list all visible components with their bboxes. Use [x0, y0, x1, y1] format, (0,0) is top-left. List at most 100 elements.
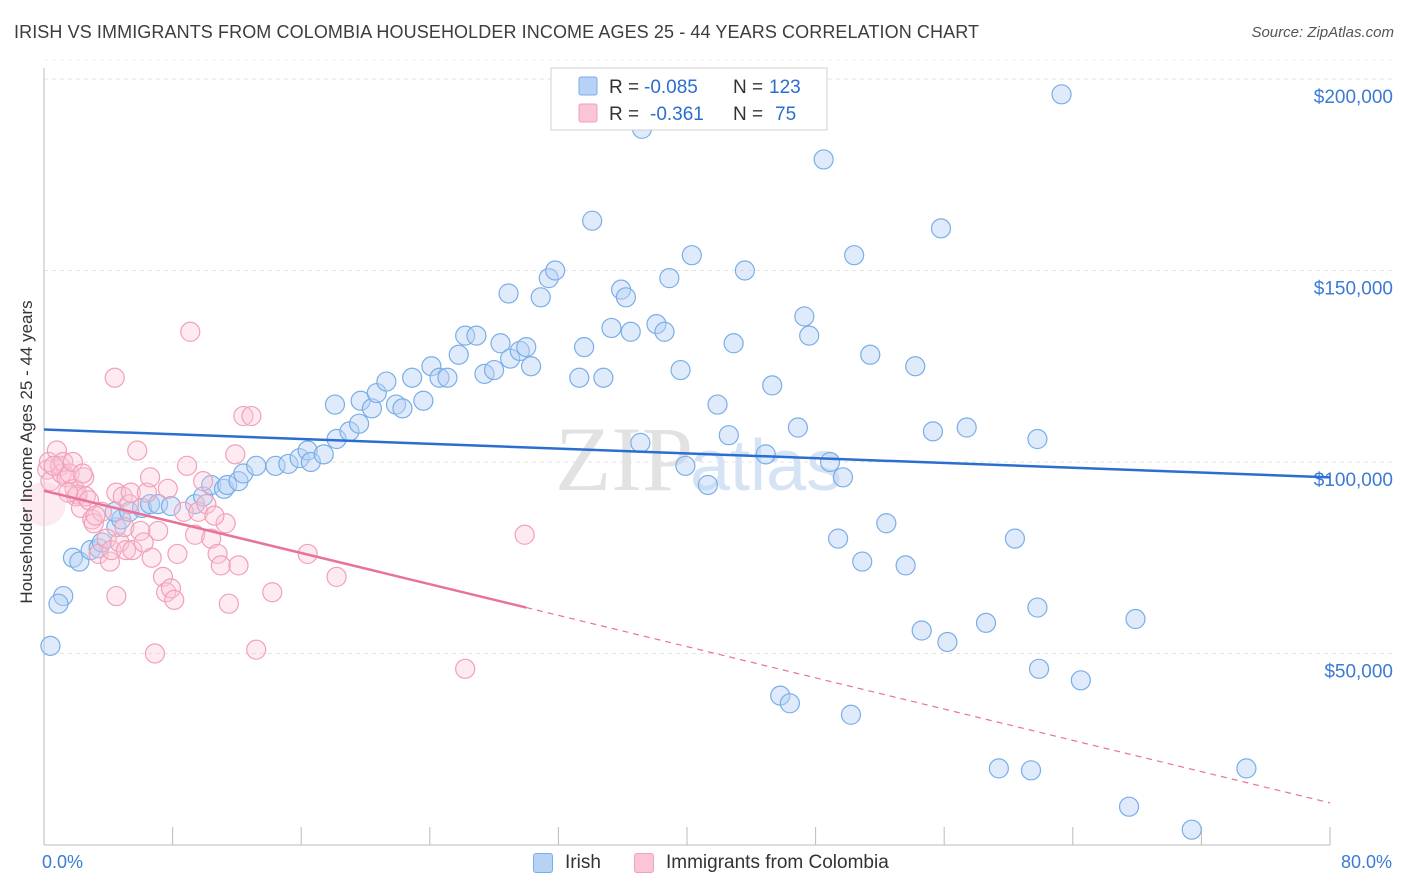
scatter-point — [127, 440, 148, 461]
series-layer — [22, 84, 1257, 840]
scatter-point — [40, 635, 61, 656]
scatter-point — [215, 513, 236, 534]
scatter-point — [246, 639, 267, 660]
scatter-point — [620, 321, 641, 342]
scatter-point — [828, 528, 849, 549]
scatter-point — [262, 582, 283, 603]
trend-line-colombia-projection — [526, 606, 1331, 804]
scatter-point — [675, 455, 696, 476]
scatter-point — [734, 260, 755, 281]
scatter-point — [313, 444, 334, 465]
scatter-point — [582, 210, 603, 231]
scatter-point — [228, 555, 249, 576]
scatter-point — [509, 340, 530, 362]
scatter-point — [937, 631, 958, 653]
scatter-point — [157, 478, 178, 499]
scatter-point — [101, 539, 122, 561]
scatter-point — [1027, 428, 1048, 450]
scatter-point — [188, 501, 209, 522]
scatter-point — [289, 448, 310, 469]
scatter-point — [196, 494, 217, 515]
legend-label-colombia: Immigrants from Colombia — [666, 852, 889, 873]
scatter-point — [1181, 819, 1202, 840]
scatter-point — [233, 405, 254, 427]
scatter-point — [201, 528, 222, 549]
scatter-point — [164, 589, 185, 610]
scatter-point — [246, 455, 267, 476]
stats-n-label-colombia: N = — [733, 104, 763, 125]
scatter-point — [1236, 758, 1257, 779]
series-irish — [40, 84, 1257, 840]
scatter-point — [1004, 528, 1026, 549]
scatter-point — [148, 520, 169, 542]
legend-item-irish[interactable]: Irish — [533, 852, 601, 874]
stats-r-value-colombia: -0.361 — [650, 104, 704, 125]
scatter-point — [670, 359, 691, 381]
scatter-point — [385, 394, 407, 415]
scatter-point — [455, 325, 476, 346]
scatter-point — [516, 337, 537, 358]
scatter-point — [114, 517, 135, 538]
scatter-point — [593, 367, 614, 388]
scatter-point — [490, 333, 511, 354]
y-tick-label: $150,000 — [1314, 279, 1393, 300]
scatter-point — [376, 371, 397, 392]
scatter-point — [241, 405, 262, 427]
scatter-point — [840, 704, 862, 725]
scatter-point — [779, 693, 800, 714]
trend-layer — [43, 428, 1331, 804]
scatter-point — [852, 551, 873, 572]
scatter-point — [278, 453, 299, 475]
scatter-point — [218, 593, 239, 614]
scatter-point — [106, 482, 127, 503]
watermark: ZIP atlas — [555, 408, 842, 510]
scatter-point — [646, 314, 667, 335]
scatter-point — [799, 325, 820, 346]
scatter-point — [141, 547, 162, 568]
scatter-point — [83, 513, 104, 534]
scatter-point — [106, 585, 127, 607]
scatter-point — [421, 356, 442, 377]
scatter-point — [681, 245, 702, 266]
scatter-point — [115, 539, 137, 561]
scatter-point — [569, 367, 590, 388]
scatter-point — [176, 455, 198, 476]
scatter-point — [1020, 760, 1042, 781]
scatter-point — [217, 474, 238, 496]
scatter-point — [204, 505, 225, 526]
scatter-point — [514, 524, 535, 545]
watermark-zip: ZIP — [555, 408, 693, 510]
scatter-point — [707, 394, 728, 415]
trend-line-colombia — [43, 489, 527, 609]
scatter-point — [167, 543, 188, 565]
scatter-point — [72, 463, 93, 484]
scatter-point — [210, 555, 231, 576]
scatter-point — [173, 501, 194, 522]
series-colombia — [37, 321, 535, 679]
chart-source: Source: ZipAtlas.com — [1251, 24, 1394, 41]
legend-item-colombia[interactable]: Immigrants from Colombia — [634, 852, 889, 874]
scatter-point — [1027, 597, 1048, 618]
scatter-point — [48, 593, 69, 614]
scatter-point — [615, 287, 637, 308]
scatter-point — [755, 444, 776, 465]
y-axis-title: Householder Income Ages 25 - 44 years — [17, 300, 36, 604]
scatter-point — [85, 505, 106, 526]
scatter-point — [697, 474, 718, 496]
scatter-point — [46, 440, 67, 461]
scatter-point — [718, 425, 739, 446]
scatter-point — [1051, 84, 1072, 105]
scatter-point — [455, 658, 476, 679]
trend-line-irish — [43, 428, 1331, 479]
stats-r-value-irish: -0.085 — [644, 77, 698, 98]
scatter-point — [139, 467, 161, 488]
scatter-point — [144, 643, 166, 664]
scatter-point — [1028, 658, 1050, 679]
y-tick-label: $50,000 — [1324, 662, 1393, 683]
axes — [43, 68, 1331, 846]
scatter-point — [1125, 608, 1146, 630]
scatter-point — [860, 344, 881, 365]
y-tick-labels: $50,000 $100,000 $150,000 $200,000 — [1314, 87, 1393, 683]
scatter-point — [300, 451, 321, 473]
